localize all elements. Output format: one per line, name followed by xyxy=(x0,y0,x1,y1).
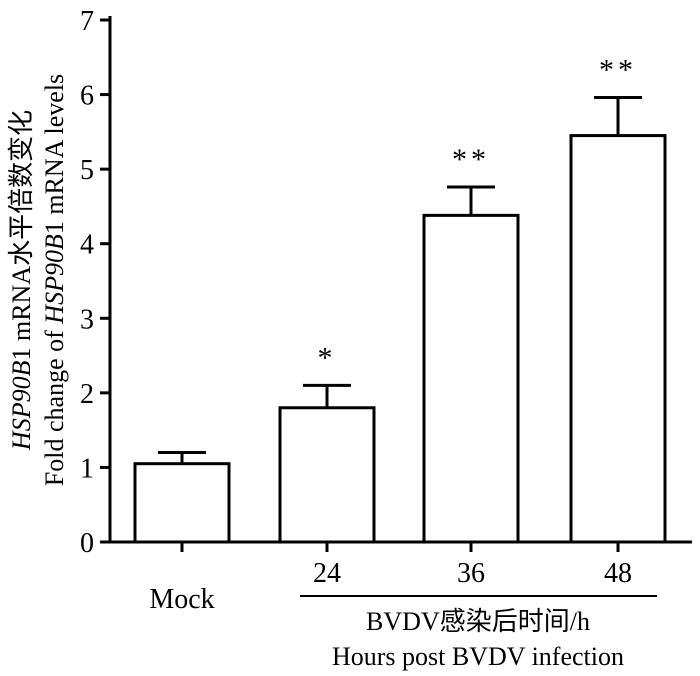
bar-48 xyxy=(569,134,667,544)
y-tick-label: 1 xyxy=(80,453,94,484)
x-axis-title-en: Hours post BVDV infection xyxy=(332,642,624,671)
y-tick-label: 3 xyxy=(80,304,94,335)
x-tick-label: 36 xyxy=(457,558,485,589)
labels: Mock 24 * 36 ** 48 ** xyxy=(149,54,637,615)
x-tick-label: 48 xyxy=(604,558,632,589)
x-tick-label: Mock xyxy=(149,584,214,615)
bar-36 xyxy=(422,213,520,544)
y-tick-label: 2 xyxy=(80,379,94,410)
x-tick-label: 24 xyxy=(313,558,341,589)
y-tick-label: 6 xyxy=(80,81,94,112)
y-axis-title-en: Fold change of HSP90B1 mRNA levels xyxy=(40,74,69,486)
bars xyxy=(133,96,667,544)
y-tick-label: 0 xyxy=(80,528,94,559)
y-tick-label: 5 xyxy=(80,155,94,186)
y-tick-label: 4 xyxy=(80,230,94,261)
significance-marker: ** xyxy=(599,54,637,87)
y-tick-label: 7 xyxy=(80,6,94,37)
significance-marker: ** xyxy=(452,143,490,176)
bar-24 xyxy=(278,406,376,544)
bar-mock xyxy=(133,462,231,544)
x-axis-title-zh: BVDV感染后时间/h xyxy=(366,607,590,636)
significance-marker: * xyxy=(318,341,337,374)
y-axis-title-zh: HSP90B1 mRNA水平倍数变化 xyxy=(7,110,36,451)
